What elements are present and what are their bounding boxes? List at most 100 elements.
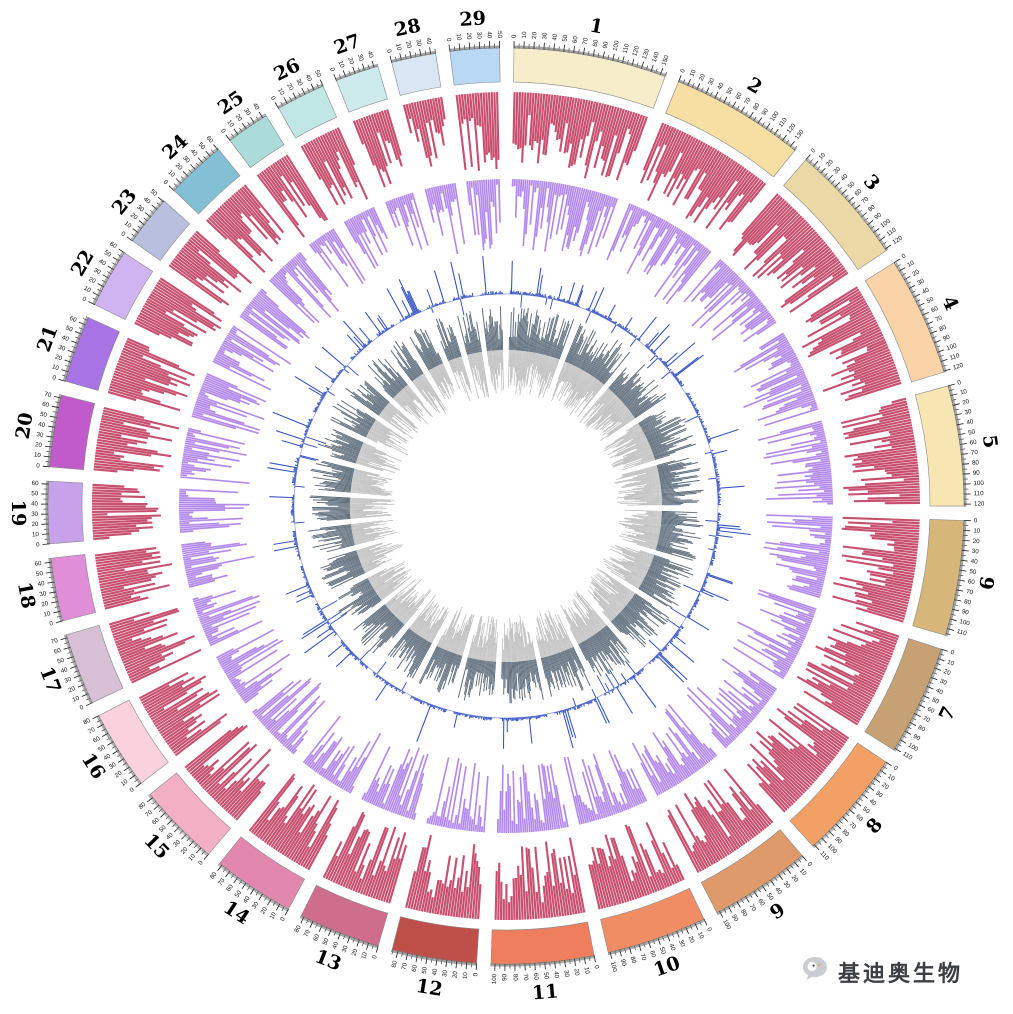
svg-text:0: 0	[892, 765, 899, 773]
svg-text:30: 30	[939, 678, 949, 687]
svg-text:40: 40	[97, 258, 107, 268]
svg-text:60: 60	[205, 135, 215, 145]
svg-text:40: 40	[552, 971, 560, 979]
chromosome-label-1: 1	[588, 14, 605, 38]
svg-text:0: 0	[705, 926, 713, 933]
svg-text:100: 100	[609, 961, 618, 973]
svg-text:60: 60	[312, 933, 321, 943]
svg-text:20: 20	[943, 668, 952, 677]
svg-text:110: 110	[818, 850, 830, 862]
svg-text:10: 10	[51, 363, 60, 372]
svg-text:70: 70	[860, 195, 870, 205]
svg-text:100: 100	[612, 40, 621, 52]
ideogram-chr-28	[391, 53, 442, 96]
svg-text:40: 40	[551, 33, 559, 41]
svg-text:20: 20	[451, 970, 459, 978]
svg-text:40: 40	[37, 580, 45, 588]
svg-text:10: 10	[187, 852, 197, 862]
svg-text:120: 120	[974, 501, 985, 508]
svg-text:60: 60	[108, 240, 118, 250]
svg-text:40: 40	[165, 831, 175, 841]
svg-text:70: 70	[217, 877, 227, 887]
svg-text:50: 50	[847, 180, 857, 190]
svg-text:60: 60	[853, 188, 863, 198]
svg-text:60: 60	[854, 813, 864, 823]
svg-text:40: 40	[935, 687, 945, 696]
svg-text:40: 40	[61, 334, 70, 343]
svg-text:20: 20	[531, 31, 538, 39]
svg-text:110: 110	[949, 352, 961, 362]
svg-text:90: 90	[912, 733, 922, 743]
svg-text:90: 90	[973, 469, 981, 477]
svg-text:50: 50	[421, 966, 429, 975]
chromosome-label-25: 25	[214, 86, 248, 119]
svg-text:10: 10	[688, 68, 697, 78]
svg-text:40: 40	[425, 37, 433, 45]
svg-text:70: 70	[303, 928, 312, 938]
svg-text:80: 80	[840, 828, 850, 838]
svg-text:70: 70	[743, 96, 753, 106]
svg-text:0: 0	[472, 972, 479, 976]
svg-text:40: 40	[304, 73, 313, 83]
svg-text:10: 10	[886, 773, 896, 783]
svg-text:60: 60	[969, 439, 977, 447]
svg-text:60: 60	[572, 35, 580, 43]
ideogram-chr-21	[64, 317, 120, 391]
svg-text:50: 50	[542, 972, 550, 980]
svg-text:10: 10	[973, 528, 981, 535]
ideogram-chr-23	[132, 200, 191, 261]
svg-text:20: 20	[465, 32, 473, 40]
svg-text:10: 10	[337, 60, 346, 69]
svg-text:110: 110	[956, 628, 968, 638]
svg-text:50: 50	[861, 805, 871, 815]
svg-text:0: 0	[51, 374, 57, 382]
svg-text:110: 110	[622, 42, 631, 54]
svg-text:30: 30	[172, 838, 182, 848]
svg-text:60: 60	[648, 950, 657, 959]
svg-text:70: 70	[401, 962, 409, 971]
svg-text:10: 10	[817, 151, 827, 161]
svg-text:30: 30	[108, 761, 118, 771]
svg-text:40: 40	[773, 886, 783, 896]
svg-text:30: 30	[707, 77, 717, 87]
svg-text:10: 10	[394, 43, 403, 52]
svg-text:120: 120	[631, 45, 641, 57]
ideogram-chr-5	[914, 385, 965, 507]
ideogram-chr-29	[449, 47, 501, 86]
svg-text:70: 70	[848, 821, 858, 831]
svg-text:50: 50	[234, 889, 244, 899]
chromosome-labels: 1234567891011121314151617181920212223242…	[7, 7, 1002, 1004]
svg-text:30: 30	[242, 107, 252, 117]
svg-text:40: 40	[970, 558, 978, 566]
svg-text:40: 40	[102, 752, 112, 762]
ideogram-chr-22	[94, 252, 154, 320]
svg-text:30: 30	[475, 32, 482, 40]
chromosome-label-20: 20	[12, 411, 38, 441]
svg-text:60: 60	[34, 560, 42, 568]
ideogram-chr-27	[336, 65, 388, 113]
svg-text:70: 70	[522, 973, 529, 981]
svg-text:20: 20	[129, 212, 139, 222]
svg-text:50: 50	[765, 892, 775, 902]
svg-text:20: 20	[31, 521, 39, 528]
ideogram-chr-2	[665, 81, 796, 178]
svg-text:80: 80	[592, 39, 600, 48]
svg-text:20: 20	[285, 82, 295, 92]
svg-text:10: 10	[583, 967, 591, 976]
svg-text:100: 100	[907, 742, 920, 754]
svg-text:70: 70	[44, 391, 53, 400]
svg-text:40: 40	[840, 173, 850, 183]
svg-text:40: 40	[366, 50, 375, 59]
chromosome-label-18: 18	[13, 580, 39, 610]
svg-text:50: 50	[149, 188, 159, 198]
chromosome-label-28: 28	[392, 15, 422, 42]
chromosome-label-5: 5	[978, 433, 1002, 449]
svg-text:80: 80	[963, 598, 972, 606]
svg-text:80: 80	[752, 101, 762, 111]
svg-text:40: 40	[716, 81, 726, 91]
svg-text:90: 90	[730, 914, 740, 924]
svg-text:40: 40	[189, 148, 199, 158]
svg-text:50: 50	[31, 490, 39, 497]
svg-text:110: 110	[885, 226, 898, 238]
svg-text:20: 20	[114, 769, 124, 779]
